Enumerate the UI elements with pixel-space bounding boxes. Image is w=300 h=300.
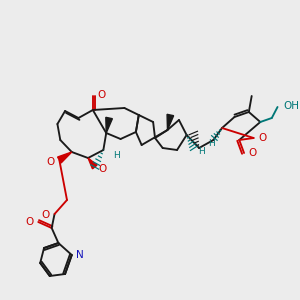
Text: N: N xyxy=(76,250,83,260)
Text: H: H xyxy=(198,148,205,157)
Polygon shape xyxy=(88,158,97,169)
Text: O: O xyxy=(258,133,267,143)
Text: O: O xyxy=(46,157,55,167)
Text: O: O xyxy=(25,217,34,227)
Text: H: H xyxy=(208,140,215,148)
Text: O: O xyxy=(98,90,106,100)
Text: O: O xyxy=(99,164,107,174)
Polygon shape xyxy=(106,117,112,133)
Polygon shape xyxy=(167,114,174,130)
Text: O: O xyxy=(41,210,50,220)
Text: O: O xyxy=(249,148,257,158)
Text: OH: OH xyxy=(283,101,299,111)
Polygon shape xyxy=(58,152,72,163)
Text: H: H xyxy=(113,152,120,160)
